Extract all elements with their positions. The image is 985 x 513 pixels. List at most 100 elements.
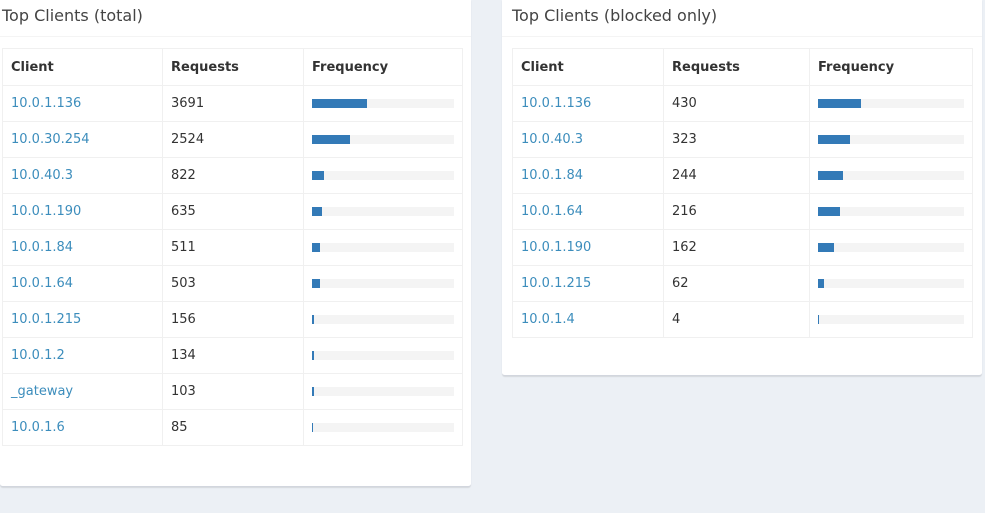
panel-title: Top Clients (blocked only) [512,6,718,25]
frequency-cell [303,193,463,230]
client-link[interactable]: 10.0.1.2 [11,348,65,363]
frequency-bar-track [312,387,454,396]
panel-title: Top Clients (total) [2,6,143,25]
frequency-cell [303,85,463,122]
column-header-requests: Requests [162,48,304,86]
client-link[interactable]: 10.0.1.64 [521,204,584,219]
client-cell: 10.0.1.190 [512,229,664,266]
frequency-bar-track [818,279,964,288]
table-row: 10.0.1.215 62 [512,265,973,302]
panel-body: Client Requests Frequency 10.0.1.136 3691… [2,48,463,446]
frequency-bar-track [312,243,454,252]
client-link[interactable]: 10.0.1.6 [11,420,65,435]
requests-cell: 4 [663,301,810,338]
table-row: 10.0.40.3 323 [512,121,973,158]
requests-cell: 3691 [162,85,304,122]
client-link[interactable]: 10.0.1.84 [521,168,584,183]
table-body: 10.0.1.136 430 10.0.40.3 323 10.0.1.84 244 10.… [512,85,973,338]
table-body: 10.0.1.136 3691 10.0.30.254 2524 10.0.40.3 82… [2,85,463,446]
client-link[interactable]: 10.0.1.136 [521,96,592,111]
requests-cell: 216 [663,193,810,230]
frequency-bar-fill [818,243,835,252]
client-link[interactable]: 10.0.40.3 [521,132,584,147]
client-cell: 10.0.1.64 [512,193,664,230]
frequency-cell [809,157,973,194]
frequency-cell [809,193,973,230]
client-cell: 10.0.1.84 [2,229,163,266]
requests-cell: 822 [162,157,304,194]
table-row: 10.0.1.215 156 [2,301,463,338]
frequency-bar-track [312,279,454,288]
table-row: 10.0.40.3 822 [2,157,463,194]
client-link[interactable]: 10.0.1.84 [11,240,74,255]
client-cell: 10.0.40.3 [2,157,163,194]
requests-cell: 244 [663,157,810,194]
client-link[interactable]: 10.0.1.215 [11,312,82,327]
top-clients-blocked-panel: Top Clients (blocked only) Client Reques… [502,0,982,376]
client-link[interactable]: 10.0.1.4 [521,312,575,327]
requests-cell: 103 [162,373,304,410]
frequency-bar-fill [818,171,843,180]
table-row: 10.0.1.190 162 [512,229,973,266]
frequency-cell [809,301,973,338]
requests-cell: 2524 [162,121,304,158]
client-cell: 10.0.1.6 [2,409,163,446]
client-link[interactable]: 10.0.1.136 [11,96,82,111]
frequency-bar-fill [312,387,314,396]
column-header-requests: Requests [663,48,810,86]
frequency-cell [809,265,973,302]
requests-cell: 511 [162,229,304,266]
frequency-bar-fill [312,171,325,180]
client-cell: 10.0.1.64 [2,265,163,302]
requests-cell: 323 [663,121,810,158]
column-header-frequency: Frequency [809,48,973,86]
requests-cell: 503 [162,265,304,302]
frequency-cell [303,229,463,266]
frequency-cell [303,337,463,374]
top-clients-total-panel: Top Clients (total) Client Requests Freq… [0,0,471,487]
frequency-cell [809,85,973,122]
frequency-bar-fill [818,279,825,288]
client-cell: 10.0.40.3 [512,121,664,158]
client-cell: 10.0.1.136 [2,85,163,122]
client-cell: 10.0.1.84 [512,157,664,194]
client-link[interactable]: 10.0.30.254 [11,132,90,147]
frequency-bar-fill [312,135,350,144]
table-row: 10.0.1.136 3691 [2,85,463,122]
table-header-row: Client Requests Frequency [2,48,463,86]
client-link[interactable]: 10.0.1.64 [11,276,74,291]
requests-cell: 134 [162,337,304,374]
requests-cell: 430 [663,85,810,122]
frequency-bar-track [818,207,964,216]
table-row: _gateway 103 [2,373,463,410]
frequency-bar-fill [312,351,314,360]
column-header-client: Client [2,48,163,86]
client-cell: 10.0.1.4 [512,301,664,338]
panel-header: Top Clients (blocked only) [502,0,982,37]
frequency-cell [809,121,973,158]
table-row: 10.0.1.64 216 [512,193,973,230]
table-row: 10.0.30.254 2524 [2,121,463,158]
frequency-bar-fill [312,423,314,432]
frequency-cell [303,301,463,338]
client-cell: 10.0.30.254 [2,121,163,158]
table-row: 10.0.1.2 134 [2,337,463,374]
frequency-bar-track [818,171,964,180]
frequency-bar-fill [312,315,315,324]
frequency-bar-track [312,99,454,108]
frequency-bar-fill [312,99,368,108]
table-row: 10.0.1.136 430 [512,85,973,122]
client-cell: 10.0.1.215 [2,301,163,338]
table-row: 10.0.1.4 4 [512,301,973,338]
column-header-frequency: Frequency [303,48,463,86]
client-link[interactable]: 10.0.1.190 [521,240,592,255]
client-link[interactable]: 10.0.40.3 [11,168,74,183]
panel-body: Client Requests Frequency 10.0.1.136 430 1… [512,48,973,338]
client-link[interactable]: 10.0.1.190 [11,204,82,219]
frequency-cell [303,121,463,158]
frequency-bar-fill [312,279,320,288]
panel-header: Top Clients (total) [0,0,471,37]
frequency-cell [303,157,463,194]
client-link[interactable]: 10.0.1.215 [521,276,592,291]
client-link[interactable]: _gateway [11,384,74,399]
